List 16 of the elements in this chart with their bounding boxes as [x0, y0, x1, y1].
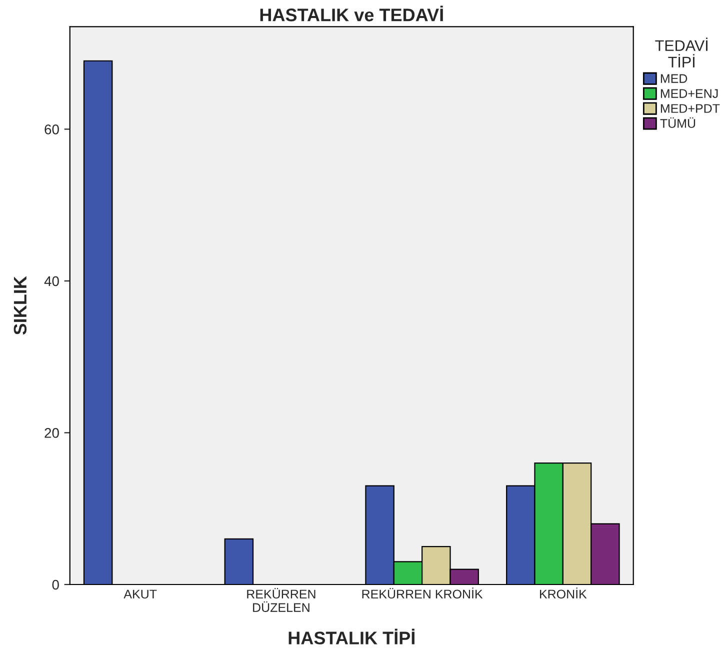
x-axis-title: HASTALIK TİPİ: [288, 628, 414, 644]
x-tick-label: KRONİK: [540, 588, 587, 599]
legend-label: MED+ENJ: [660, 89, 718, 98]
y-tick-label: 20: [44, 428, 59, 438]
legend-title: TEDAVİ TİPİ: [655, 38, 708, 68]
y-tick-label: 40: [44, 276, 59, 286]
x-tick-label: REKÜRREN KRONİK: [362, 588, 483, 599]
legend-label: TÜMÜ: [660, 117, 696, 128]
y-axis-title: SIKLIK: [14, 276, 27, 335]
x-tick-label: AKUT: [124, 590, 157, 599]
chart-title: HASTALIK ve TEDAVİ: [260, 6, 443, 22]
x-tick-label: REKÜRREN DÜZELEN: [247, 588, 316, 612]
legend-label: MED: [660, 74, 688, 83]
legend-label: MED+PDT: [660, 104, 720, 113]
y-tick-label: 0: [52, 580, 59, 590]
y-tick-label: 60: [44, 124, 59, 134]
